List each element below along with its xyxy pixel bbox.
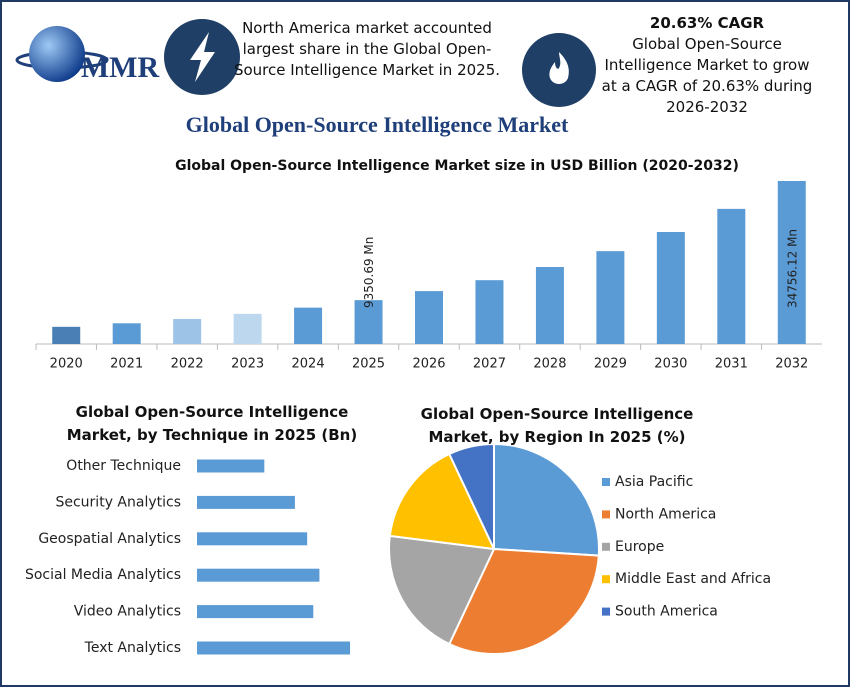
chart-title: Global Open-Source Intelligence Market, … xyxy=(66,403,358,444)
legend-swatch xyxy=(602,575,610,584)
x-tick-label: 2026 xyxy=(412,357,445,372)
bar xyxy=(415,291,443,344)
bar xyxy=(197,641,350,655)
bar xyxy=(197,605,314,619)
x-tick-label: 2022 xyxy=(171,357,204,372)
legend-swatch xyxy=(602,542,610,551)
x-tick-label: 2031 xyxy=(715,357,748,372)
pie-slice xyxy=(493,442,600,557)
bar xyxy=(656,231,685,344)
main-title: Global Open-Source Intelligence Market xyxy=(185,112,569,137)
legend-swatch xyxy=(602,607,610,616)
bar xyxy=(294,307,323,344)
value-label: 9350.69 Mn xyxy=(362,237,376,308)
pie-slice xyxy=(388,452,496,551)
bar xyxy=(197,495,295,509)
bar xyxy=(596,251,625,344)
legend-label: South America xyxy=(615,604,718,620)
x-tick-label: 2020 xyxy=(50,357,83,372)
bar xyxy=(112,323,141,344)
bar xyxy=(717,208,746,344)
legend-swatch xyxy=(602,478,610,486)
legend-label: Europe xyxy=(615,539,664,555)
y-tick-label: Video Analytics xyxy=(74,604,181,620)
y-tick-label: Social Media Analytics xyxy=(25,567,181,583)
y-tick-label: Geospatial Analytics xyxy=(38,531,181,547)
x-tick-label: 2030 xyxy=(654,357,687,372)
pie-slice xyxy=(447,547,600,655)
pie-slice xyxy=(447,442,495,550)
x-tick-label: 2028 xyxy=(533,357,566,372)
y-tick-label: Other Technique xyxy=(66,458,181,474)
x-tick-label: 2027 xyxy=(473,357,506,372)
legend-swatch xyxy=(602,510,610,519)
value-label: 34756.12 Mn xyxy=(785,229,799,308)
pie-slice xyxy=(388,534,496,646)
bar xyxy=(354,300,383,344)
bar xyxy=(233,313,262,344)
x-tick-label: 2032 xyxy=(775,357,808,372)
bar xyxy=(777,181,806,344)
bar xyxy=(197,459,265,473)
bar xyxy=(535,267,564,344)
logo: MMR xyxy=(15,26,160,84)
bar xyxy=(52,326,81,344)
chart-title: Global Open-Source Intelligence Market s… xyxy=(175,158,739,174)
legend-label: Middle East and Africa xyxy=(615,571,771,587)
x-tick-label: 2025 xyxy=(352,357,385,372)
info-text: North America market accounted largest s… xyxy=(233,19,501,79)
bar xyxy=(475,280,504,344)
bar xyxy=(197,532,308,546)
cagr-text: Global Open-Source Intelligence Market t… xyxy=(601,35,813,116)
y-tick-label: Security Analytics xyxy=(55,494,181,510)
x-tick-label: 2023 xyxy=(231,357,264,372)
legend-label: Asia Pacific xyxy=(615,474,693,490)
bar xyxy=(197,568,320,582)
x-tick-label: 2024 xyxy=(292,357,325,372)
chart-title: Global Open-Source Intelligence Market, … xyxy=(420,405,694,446)
cagr-title: 20.63% CAGR xyxy=(649,14,765,32)
x-tick-label: 2021 xyxy=(110,357,143,372)
x-tick-label: 2029 xyxy=(594,357,627,372)
y-tick-label: Text Analytics xyxy=(84,640,181,656)
logo-text: MMR xyxy=(81,51,160,84)
legend-label: North America xyxy=(615,506,716,522)
icon-bolt xyxy=(164,19,240,95)
icon-flame xyxy=(522,33,596,107)
bar xyxy=(173,319,202,344)
